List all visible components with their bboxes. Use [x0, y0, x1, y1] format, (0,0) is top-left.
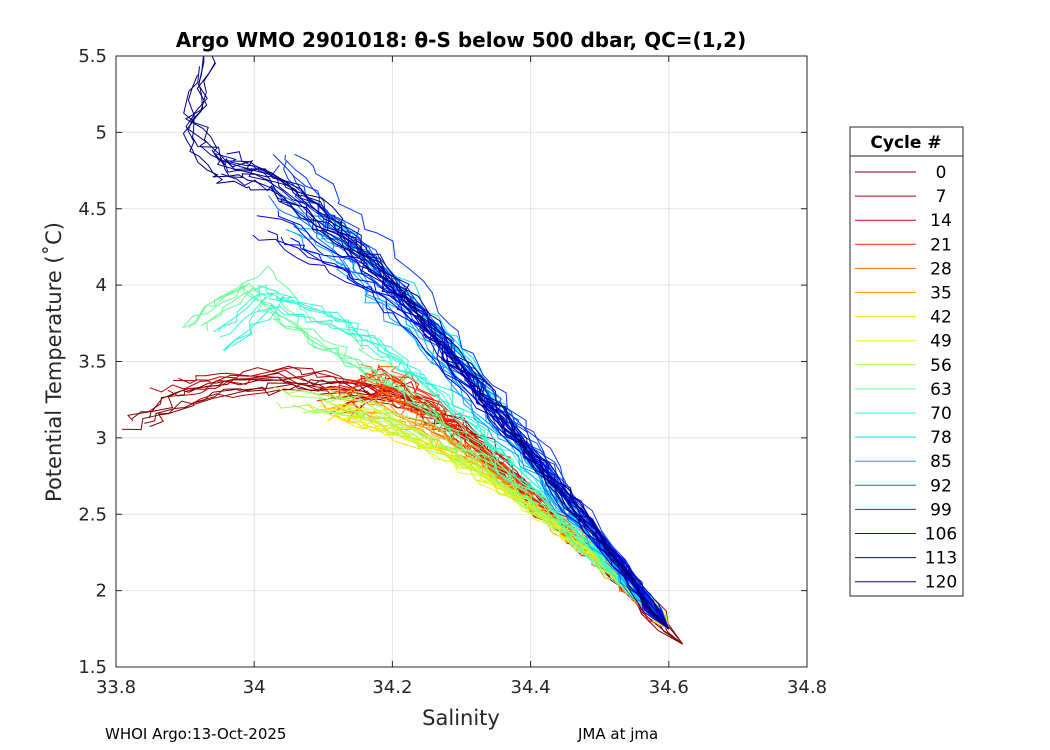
profile-cycle-113 — [226, 151, 670, 629]
legend-label-120: 120 — [925, 573, 957, 593]
x-tick-label: 34 — [243, 677, 266, 698]
profile-lines — [121, 56, 684, 645]
profile-cycle-113 — [224, 163, 670, 630]
x-tick-label: 34.8 — [787, 677, 827, 698]
legend-label-70: 70 — [930, 404, 952, 424]
y-tick-label: 4 — [96, 275, 107, 296]
profile-cycle-99 — [291, 174, 670, 630]
y-tick-label: 3 — [96, 428, 107, 449]
profile-cycle-99 — [294, 153, 670, 630]
legend-label-35: 35 — [930, 284, 952, 304]
legend-label-85: 85 — [930, 452, 952, 472]
x-axis-label: Salinity — [422, 706, 500, 730]
legend-label-106: 106 — [925, 525, 957, 545]
y-axis-ticks: 1.5 2 2.5 3 3.5 4 4.5 5 5.5 — [78, 46, 807, 678]
legend-label-42: 42 — [930, 308, 952, 328]
legend-box — [849, 126, 964, 597]
y-tick-label: 2.5 — [78, 504, 107, 525]
profile-cycle-70 — [219, 293, 670, 630]
profile-cycle-85 — [291, 221, 670, 630]
legend-label-113: 113 — [925, 549, 957, 569]
profile-cycle-63 — [183, 281, 670, 630]
y-tick-label: 5.5 — [78, 46, 107, 67]
footer-source: WHOI Argo:13-Oct-2025 — [105, 725, 287, 743]
y-tick-label: 3.5 — [78, 352, 107, 373]
legend-label-7: 7 — [936, 187, 947, 207]
y-tick-label: 2 — [96, 581, 107, 602]
legend-label-63: 63 — [930, 380, 952, 400]
legend-label-56: 56 — [930, 356, 952, 376]
x-axis-ticks: 33.8 34 34.2 34.4 34.6 34.8 — [96, 56, 827, 698]
y-tick-label: 4.5 — [78, 199, 107, 220]
grid-lines — [116, 56, 807, 667]
x-tick-label: 34.6 — [649, 677, 689, 698]
profile-cycle-120 — [185, 74, 670, 630]
legend-label-28: 28 — [930, 259, 952, 279]
legend-title: Cycle # — [870, 133, 941, 153]
y-tick-label: 1.5 — [78, 657, 107, 678]
profile-cycle-56 — [276, 401, 670, 630]
x-tick-label: 33.8 — [96, 677, 136, 698]
profile-cycle-120 — [184, 56, 670, 630]
legend-label-92: 92 — [930, 476, 952, 496]
profile-cycle-113 — [211, 149, 670, 630]
profile-cycle-106 — [252, 234, 670, 630]
chart-title: Argo WMO 2901018: θ-S below 500 dbar, QC… — [176, 28, 746, 52]
legend-label-14: 14 — [930, 211, 952, 231]
x-tick-label: 34.2 — [372, 677, 412, 698]
profile-cycle-106 — [256, 215, 670, 630]
profile-cycle-113 — [215, 153, 670, 630]
legend-label-0: 0 — [936, 163, 947, 183]
profile-cycle-63 — [200, 284, 670, 630]
profile-cycle-70 — [212, 292, 670, 630]
legend: Cycle # 0 7 14 21 28 35 42 49 56 63 70 78 85 92 99 106 1… — [849, 126, 964, 597]
profile-cycle-120 — [191, 56, 670, 630]
legend-label-99: 99 — [930, 500, 952, 520]
legend-entries: 0 7 14 21 28 35 42 49 56 63 70 78 85 92 99 106 113 120 — [855, 163, 957, 593]
legend-label-78: 78 — [930, 428, 952, 448]
y-axis-label: Potential Temperature (˚C) — [42, 222, 66, 502]
x-tick-label: 34.4 — [511, 677, 551, 698]
legend-label-21: 21 — [930, 235, 952, 255]
footer-dac: JMA at jma — [578, 725, 659, 743]
legend-label-49: 49 — [930, 332, 952, 352]
y-tick-label: 5 — [96, 122, 107, 143]
